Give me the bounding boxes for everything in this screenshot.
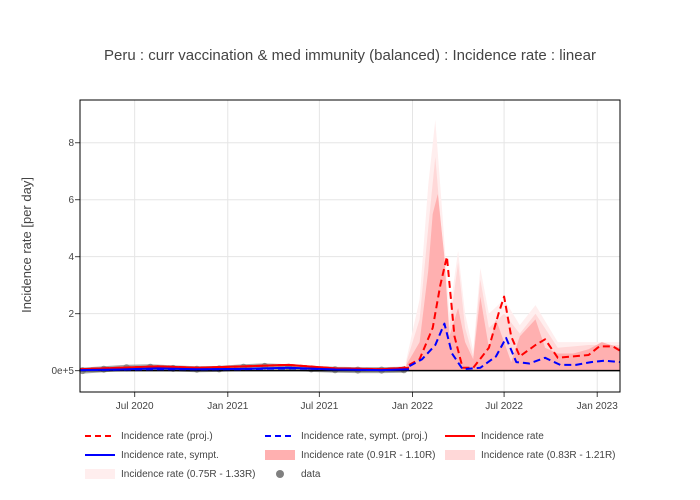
- legend-label-data: data: [301, 468, 321, 480]
- band-area: [406, 194, 620, 371]
- axis-ticks: Jul 2020 Jan 2021 Jul 2021 Jan 2022 Jul 2022…: [51, 138, 618, 412]
- series-line: [79, 366, 410, 372]
- legend-item-sympt-proj[interactable]: Incidence rate, sympt. (proj.): [265, 428, 428, 444]
- bands: [406, 119, 620, 371]
- plot-frame: [79, 99, 621, 393]
- legend-item-incidence[interactable]: Incidence rate: [445, 428, 544, 444]
- legend-item-band-inner[interactable]: Incidence rate (0.91R - 1.10R): [265, 447, 436, 463]
- x-tick-label: Jul 2021: [300, 401, 338, 412]
- legend-label-band-outer: Incidence rate (0.75R - 1.33R): [121, 468, 256, 480]
- legend-label-proj: Incidence rate (proj.): [121, 430, 213, 442]
- legend-label-incidence: Incidence rate: [481, 430, 544, 442]
- legend-item-sympt[interactable]: Incidence rate, sympt.: [85, 447, 219, 463]
- x-tick-label: Jan 2022: [392, 401, 434, 412]
- x-tick-label: Jul 2022: [485, 401, 523, 412]
- x-tick-label: Jan 2021: [207, 401, 249, 412]
- legend-label-sympt-proj: Incidence rate, sympt. (proj.): [301, 430, 428, 442]
- legend-item-band-mid[interactable]: Incidence rate (0.83R - 1.21R): [445, 447, 616, 463]
- x-tick-label: Jan 2023: [577, 401, 619, 412]
- legend-item-data[interactable]: data: [265, 466, 320, 482]
- legend-item-proj[interactable]: Incidence rate (proj.): [85, 428, 213, 444]
- y-tick-label: 8: [68, 138, 74, 149]
- chart-title: Peru : curr vaccination & med immunity (…: [104, 47, 596, 64]
- y-tick-label: 4: [68, 252, 74, 263]
- y-tick-label: 6: [68, 195, 74, 206]
- x-tick-label: Jul 2020: [116, 401, 154, 412]
- y-tick-label: 2: [68, 309, 74, 320]
- legend-label-band-mid: Incidence rate (0.83R - 1.21R): [481, 449, 616, 461]
- y-axis-label: Incidence rate [per day]: [19, 177, 34, 313]
- legend-label-sympt: Incidence rate, sympt.: [121, 449, 219, 461]
- grid: [80, 100, 620, 392]
- legend-label-band-inner: Incidence rate (0.91R - 1.10R): [301, 449, 436, 461]
- y-tick-label: 0e+5: [51, 366, 74, 377]
- legend-item-band-outer[interactable]: Incidence rate (0.75R - 1.33R): [85, 466, 256, 482]
- series-lines: [79, 255, 621, 372]
